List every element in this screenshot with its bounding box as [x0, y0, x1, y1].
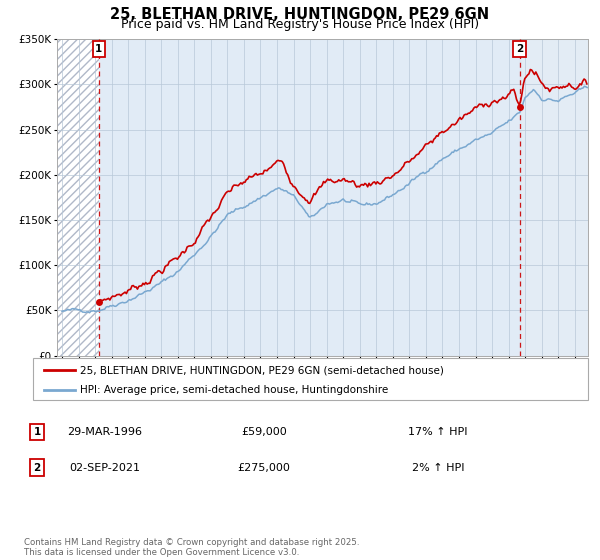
Text: 2: 2 — [34, 463, 41, 473]
Text: £59,000: £59,000 — [241, 427, 287, 437]
Bar — [520, 39, 588, 356]
Text: 25, BLETHAN DRIVE, HUNTINGDON, PE29 6GN: 25, BLETHAN DRIVE, HUNTINGDON, PE29 6GN — [110, 7, 490, 22]
Text: 17% ↑ HPI: 17% ↑ HPI — [408, 427, 468, 437]
Bar — [57, 39, 99, 356]
Text: 1: 1 — [95, 44, 103, 54]
Text: Price paid vs. HM Land Registry's House Price Index (HPI): Price paid vs. HM Land Registry's House … — [121, 18, 479, 31]
Text: 02-SEP-2021: 02-SEP-2021 — [70, 463, 140, 473]
Text: £275,000: £275,000 — [238, 463, 290, 473]
Text: 2% ↑ HPI: 2% ↑ HPI — [412, 463, 464, 473]
Text: Contains HM Land Registry data © Crown copyright and database right 2025.
This d: Contains HM Land Registry data © Crown c… — [24, 538, 359, 557]
FancyBboxPatch shape — [33, 358, 588, 400]
Bar — [99, 39, 520, 356]
Bar — [57, 39, 99, 356]
Text: 1: 1 — [34, 427, 41, 437]
Text: 2: 2 — [516, 44, 523, 54]
Text: 25, BLETHAN DRIVE, HUNTINGDON, PE29 6GN (semi-detached house): 25, BLETHAN DRIVE, HUNTINGDON, PE29 6GN … — [80, 365, 444, 375]
Text: HPI: Average price, semi-detached house, Huntingdonshire: HPI: Average price, semi-detached house,… — [80, 385, 388, 395]
Text: 29-MAR-1996: 29-MAR-1996 — [67, 427, 143, 437]
